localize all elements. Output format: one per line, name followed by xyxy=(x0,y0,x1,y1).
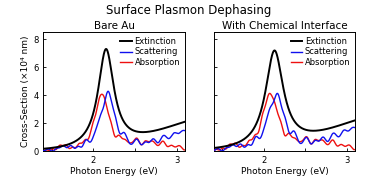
Title: Bare Au: Bare Au xyxy=(94,21,135,32)
X-axis label: Photon Energy (eV): Photon Energy (eV) xyxy=(240,166,328,175)
Y-axis label: Cross-Section (×10⁴ nm): Cross-Section (×10⁴ nm) xyxy=(22,36,31,147)
Legend: Extinction, Scattering, Absorption: Extinction, Scattering, Absorption xyxy=(290,36,351,67)
Legend: Extinction, Scattering, Absorption: Extinction, Scattering, Absorption xyxy=(119,36,181,67)
Title: With Chemical Interface: With Chemical Interface xyxy=(222,21,347,32)
Text: Surface Plasmon Dephasing: Surface Plasmon Dephasing xyxy=(106,4,272,18)
X-axis label: Photon Energy (eV): Photon Energy (eV) xyxy=(70,166,158,175)
